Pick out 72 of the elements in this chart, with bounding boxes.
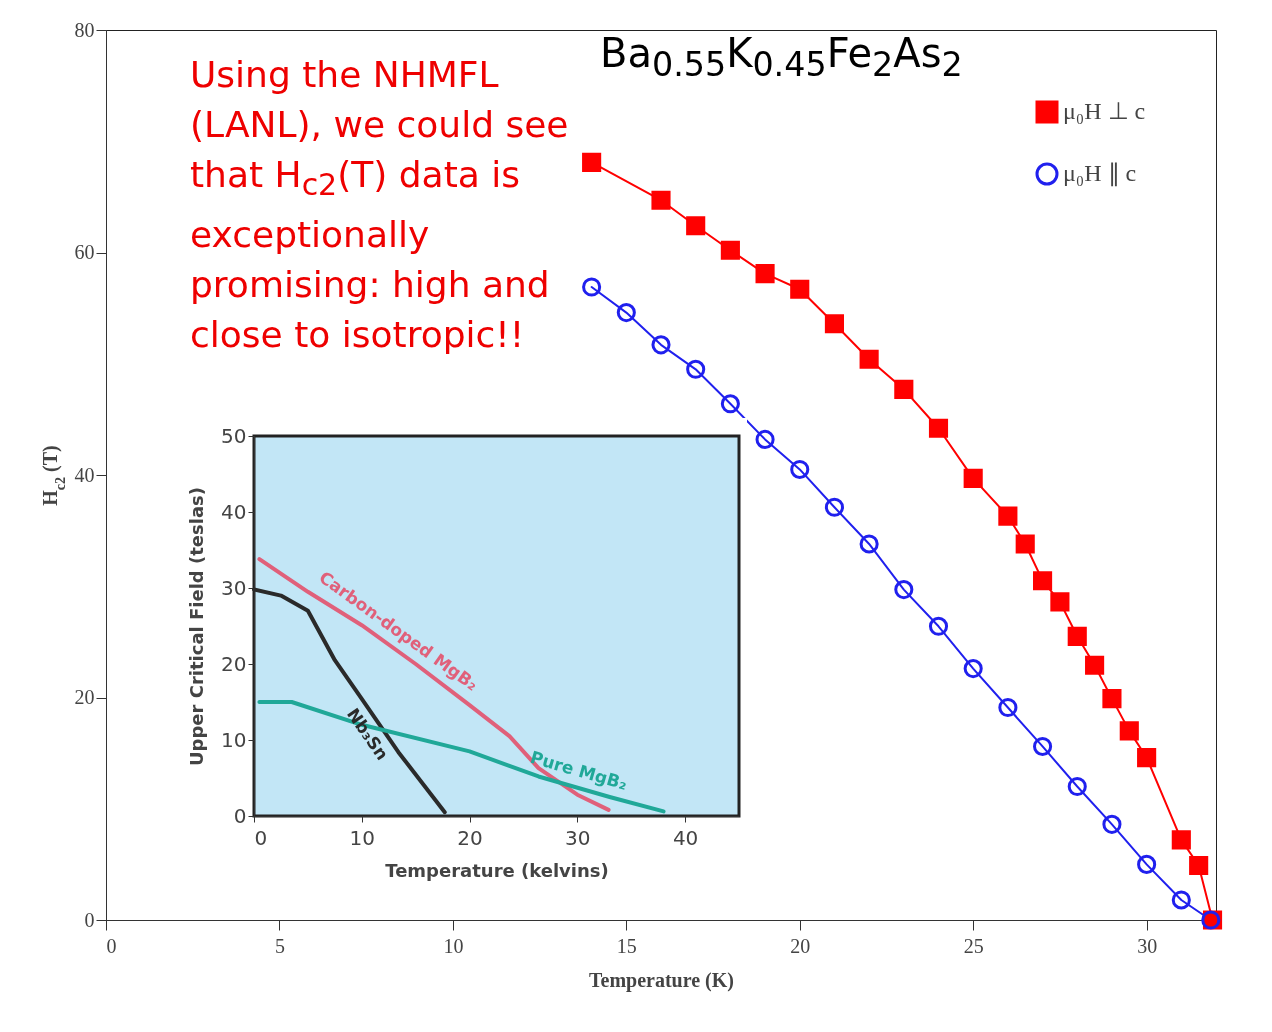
point bbox=[1171, 830, 1191, 850]
x-tick-label: 40 bbox=[672, 825, 699, 850]
legend-label: μ₀H ∥ c bbox=[1063, 160, 1137, 187]
point bbox=[582, 277, 602, 297]
point bbox=[720, 394, 740, 414]
x-axis-title: Temperature (kelvins) bbox=[385, 859, 609, 881]
y-tick-label: 30 bbox=[221, 575, 247, 600]
point bbox=[651, 335, 671, 355]
annotation: Using the NHMFL (LANL), we could see that H$_{c2}$(T) data is exceptionally promising: high and close to isotropic!! bbox=[190, 53, 570, 358]
point bbox=[755, 264, 775, 284]
point bbox=[1119, 721, 1139, 741]
point bbox=[1085, 655, 1105, 675]
x-tick-label: 15 bbox=[616, 934, 637, 957]
y-tick-label: 0 bbox=[233, 803, 247, 828]
y-axis-title: Upper Critical Field (teslas) bbox=[186, 486, 208, 767]
point bbox=[1137, 854, 1157, 874]
text: Pure MgB₂ bbox=[528, 746, 630, 794]
point bbox=[616, 303, 636, 323]
y-tick-label: 20 bbox=[74, 686, 95, 708]
y-tick-label: 40 bbox=[74, 463, 95, 486]
point bbox=[998, 506, 1018, 526]
point bbox=[1050, 592, 1070, 612]
point bbox=[686, 216, 706, 236]
legend-label: μ₀H ⊥ c bbox=[1063, 98, 1146, 124]
point bbox=[894, 379, 914, 399]
point bbox=[859, 349, 879, 369]
point bbox=[790, 279, 810, 299]
point bbox=[824, 497, 844, 517]
point bbox=[894, 580, 914, 600]
x-axis-title: Temperature (K) bbox=[589, 968, 734, 992]
y-tick-label: 20 bbox=[221, 651, 247, 676]
point bbox=[1067, 626, 1087, 646]
point bbox=[651, 190, 671, 210]
point bbox=[582, 152, 602, 172]
x-tick-label: 30 bbox=[565, 825, 591, 850]
x-tick-label: 10 bbox=[349, 825, 375, 850]
x-tick-label: 20 bbox=[457, 825, 483, 850]
x-tick-label: 10 bbox=[443, 934, 464, 957]
x-tick-label: 25 bbox=[963, 934, 984, 957]
point bbox=[1102, 814, 1122, 834]
y-tick-label: 80 bbox=[74, 18, 95, 41]
y-tick-label: 10 bbox=[221, 727, 247, 752]
y-tick-label: 60 bbox=[74, 241, 95, 263]
point bbox=[755, 429, 775, 449]
x-tick-label: 5 bbox=[274, 934, 285, 957]
point bbox=[720, 240, 740, 260]
point bbox=[928, 616, 949, 636]
point bbox=[1033, 571, 1053, 591]
point bbox=[1102, 689, 1122, 709]
point bbox=[1137, 748, 1157, 768]
point bbox=[1171, 890, 1191, 910]
point bbox=[1067, 776, 1087, 797]
x-tick-label: 0 bbox=[106, 934, 117, 957]
point bbox=[998, 697, 1018, 718]
y-tick-label: 40 bbox=[221, 499, 247, 524]
x-tick-label: 30 bbox=[1137, 934, 1158, 957]
y-tick-label: 50 bbox=[221, 423, 247, 448]
point bbox=[928, 418, 949, 438]
point bbox=[859, 534, 879, 554]
point bbox=[790, 459, 810, 479]
x-tick-label: 20 bbox=[790, 934, 811, 957]
point bbox=[1015, 534, 1035, 554]
point bbox=[1033, 736, 1053, 756]
line-series bbox=[257, 700, 666, 814]
y-tick-label: 0 bbox=[84, 908, 95, 931]
point bbox=[1189, 855, 1209, 876]
point bbox=[963, 468, 983, 488]
point bbox=[824, 314, 844, 334]
point bbox=[686, 359, 706, 379]
x-tick-label: 0 bbox=[254, 825, 268, 850]
point bbox=[963, 659, 983, 679]
chart-title: Ba$_{0.55}$K$_{0.45}$Fe$_{2}$As$_{2}$ bbox=[600, 30, 963, 84]
